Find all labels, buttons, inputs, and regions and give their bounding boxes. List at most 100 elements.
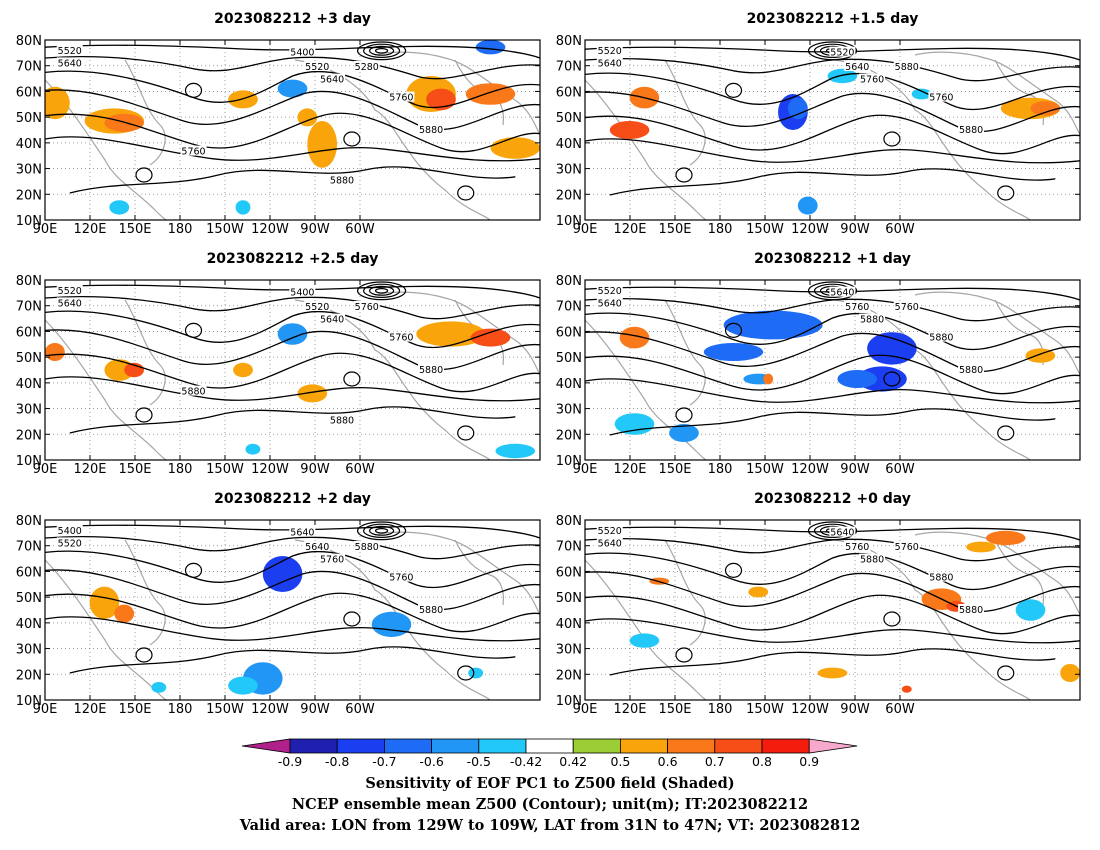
- sensitivity-shade: [277, 323, 308, 345]
- map-panel-4: 2023082212 +1 day55205640564057605880576…: [556, 251, 1081, 477]
- map-panel-6: 2023082212 +0 day55205640564057605880576…: [556, 491, 1081, 717]
- coastline: [454, 539, 505, 606]
- z500-contour: [45, 352, 540, 393]
- z500-low-contour: [357, 41, 407, 61]
- lat-tick-label: 70N: [16, 540, 42, 555]
- contour-label: 5520: [305, 62, 329, 73]
- lon-tick-label: 90W: [300, 702, 330, 717]
- panel-title: 2023082212 +3 day: [214, 11, 371, 27]
- lat-tick-label: 80N: [16, 274, 42, 289]
- z500-high-contour: [135, 167, 153, 183]
- sensitivity-shade: [966, 541, 996, 553]
- lon-tick-label: 90W: [840, 222, 870, 237]
- lon-tick-label: 120W: [791, 222, 829, 237]
- lat-tick-label: 30N: [16, 643, 42, 658]
- z500-high-contour: [675, 167, 693, 183]
- z500-contour: [69, 406, 516, 434]
- lat-tick-label: 60N: [16, 565, 42, 580]
- contour-label: 5520: [598, 46, 622, 57]
- lon-tick-label: 150E: [658, 462, 691, 477]
- lon-tick-label: 120W: [251, 462, 289, 477]
- contour-label: 5880: [355, 542, 379, 553]
- z500-high-contour: [724, 562, 743, 579]
- lon-tick-label: 120E: [613, 462, 646, 477]
- lon-tick-label: 120W: [251, 222, 289, 237]
- coastline: [664, 59, 706, 166]
- z500-contour: [585, 91, 1080, 133]
- contour-label: 5880: [929, 573, 953, 584]
- z500-low-contour: [375, 528, 389, 534]
- contour-label: 5760: [389, 93, 413, 104]
- contour-label: 5520: [830, 48, 854, 59]
- lat-tick-label: 40N: [556, 137, 582, 152]
- sensitivity-shade: [297, 384, 328, 403]
- caption-line-1: Sensitivity of EOF PC1 to Z500 field (Sh…: [365, 775, 735, 792]
- coastline: [45, 79, 170, 220]
- lat-tick-label: 10N: [556, 214, 582, 229]
- sensitivity-shade: [1030, 101, 1061, 116]
- sensitivity-shade: [609, 121, 650, 139]
- sensitivity-shade: [748, 586, 769, 598]
- contour-label: 5400: [290, 48, 314, 59]
- z500-high-contour: [883, 611, 901, 627]
- coastline: [124, 299, 166, 406]
- z500-contour: [45, 536, 540, 560]
- colorbar-swatch: [714, 738, 763, 754]
- z500-high-contour: [883, 131, 901, 147]
- contour-label: 5640: [58, 298, 82, 309]
- colorbar-label: 0.6: [658, 754, 678, 769]
- sensitivity-shade: [307, 121, 338, 168]
- z500-contour: [609, 648, 1056, 676]
- colorbar-label: -0.7: [372, 754, 396, 769]
- contour-label: 5760: [895, 542, 919, 553]
- sensitivity-shade: [475, 40, 506, 55]
- colorbar-label: 0.5: [610, 754, 630, 769]
- z500-low-contour: [363, 283, 401, 299]
- lon-tick-label: 150W: [746, 702, 784, 717]
- z500-contour: [585, 354, 1080, 395]
- lon-tick-label: 180: [708, 702, 733, 717]
- lon-tick-label: 90E: [573, 222, 598, 237]
- panel-frame: [44, 279, 541, 461]
- lat-tick-label: 60N: [556, 565, 582, 580]
- contour-label: 5760: [895, 302, 919, 313]
- panel-frame: [44, 519, 541, 701]
- sensitivity-shade: [45, 343, 65, 361]
- sensitivity-shade: [619, 326, 650, 349]
- z500-contour: [585, 618, 1080, 644]
- lat-tick-label: 80N: [556, 274, 582, 289]
- lon-tick-label: 90E: [33, 702, 58, 717]
- lat-tick-label: 70N: [16, 60, 42, 75]
- lat-tick-label: 80N: [556, 34, 582, 49]
- contour-label: 5640: [305, 542, 329, 553]
- lon-tick-label: 120E: [613, 702, 646, 717]
- contour-label: 5880: [181, 387, 205, 398]
- coastline: [914, 531, 1080, 616]
- lat-tick-label: 40N: [556, 617, 582, 632]
- lat-tick-label: 80N: [16, 34, 42, 49]
- map-panel-1: 2023082212 +3 day55205640540055205640528…: [16, 11, 541, 237]
- lon-tick-label: 90E: [33, 222, 58, 237]
- sensitivity-shade: [233, 362, 253, 378]
- sensitivity-shade: [235, 200, 251, 215]
- colorbar-label: -0.42: [510, 754, 542, 769]
- colorbar-label: -0.5: [467, 754, 491, 769]
- colorbar-swatch: [572, 738, 621, 754]
- z500-high-contour: [883, 371, 901, 387]
- z500-contour: [585, 331, 1080, 373]
- colorbar-swatch: [478, 738, 527, 754]
- colorbar-extend-high: [808, 738, 858, 754]
- colorbar-swatch: [525, 738, 574, 754]
- z500-contour: [609, 408, 1056, 436]
- sensitivity-shade: [426, 88, 456, 111]
- z500-contour: [585, 72, 1080, 111]
- sensitivity-shade: [703, 343, 764, 361]
- lat-tick-label: 50N: [16, 591, 42, 606]
- z500-contour: [45, 616, 540, 642]
- lon-tick-label: 90W: [300, 462, 330, 477]
- sensitivity-shade: [911, 88, 932, 100]
- lat-tick-label: 40N: [16, 137, 42, 152]
- contour-label: 5880: [959, 125, 983, 136]
- z500-high-contour: [675, 407, 693, 423]
- lat-tick-label: 70N: [556, 540, 582, 555]
